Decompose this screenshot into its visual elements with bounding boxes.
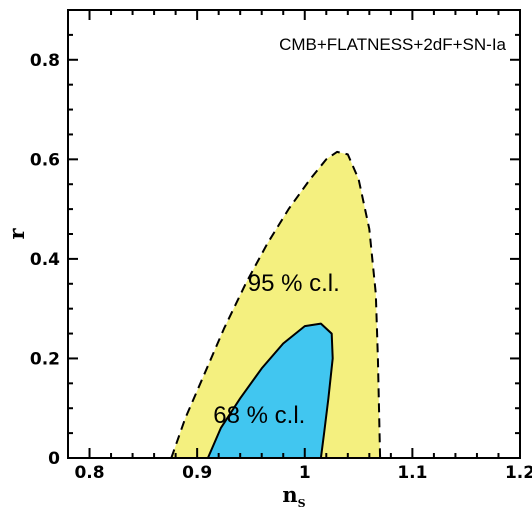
x-axis-label-main: n — [282, 482, 297, 507]
label-layer: 0.8 0.9 1 1.1 1.2 0 0.2 0.4 0.6 0.8 CMB+FLATNESS+2… — [30, 35, 532, 483]
x-tick-label: 1.2 — [505, 463, 532, 483]
contour-fill-68 — [207, 323, 333, 458]
contour-layer — [170, 150, 382, 459]
y-tick-label: 0.2 — [30, 349, 60, 369]
x-axis-label-subscript: S — [298, 497, 306, 510]
contour-outline-68 — [206, 322, 334, 459]
contour-outline-95 — [170, 150, 382, 459]
x-tick-label: 0.8 — [74, 463, 104, 483]
annotation-95-cl: 95 % c.l. — [248, 270, 340, 297]
x-tick-label: 1.1 — [397, 463, 427, 483]
x-tick-label: 0.9 — [182, 463, 212, 483]
y-tick-label: 0.4 — [30, 250, 60, 270]
tick-layer — [67, 9, 521, 459]
dataset-annotation: CMB+FLATNESS+2dF+SN-Ia — [279, 35, 506, 54]
x-tick-label: 1 — [299, 463, 311, 483]
y-tick-label: 0.8 — [30, 51, 60, 71]
y-tick-label: 0 — [48, 449, 60, 469]
x-axis-label: nS — [282, 482, 305, 510]
y-tick-label: 0.6 — [30, 150, 60, 170]
annotation-68-cl: 68 % c.l. — [213, 402, 305, 429]
y-axis-label: r — [4, 228, 29, 240]
